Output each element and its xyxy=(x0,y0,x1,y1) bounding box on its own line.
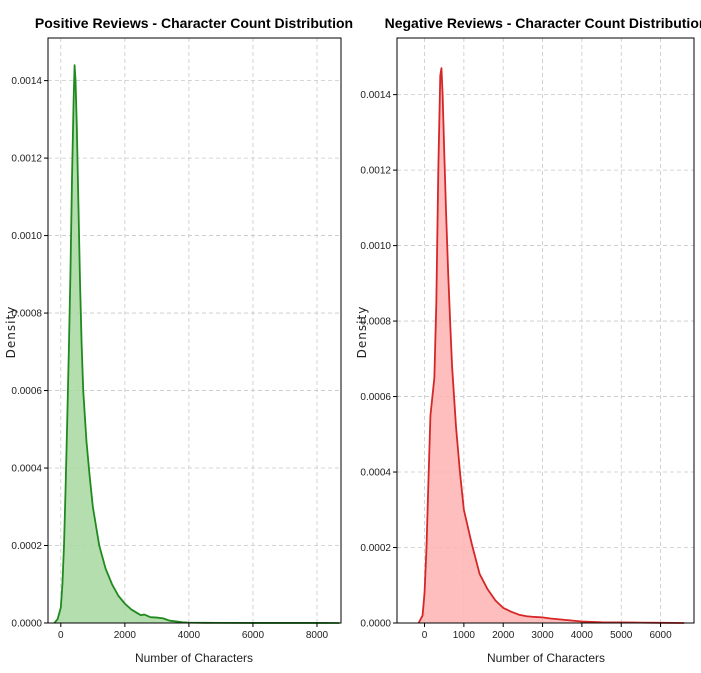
y-tick-label: 0.0000 xyxy=(11,619,42,630)
x-tick-label: 6000 xyxy=(649,630,672,641)
y-tick-label: 0.0002 xyxy=(360,543,391,554)
chart-title: Negative Reviews - Character Count Distr… xyxy=(385,15,701,31)
x-tick-label: 6000 xyxy=(242,630,265,641)
x-axis-label: Number of Characters xyxy=(135,651,253,665)
y-axis-label: Density xyxy=(355,306,369,359)
x-tick-label: 2000 xyxy=(492,630,515,641)
y-tick-label: 0.0010 xyxy=(11,231,42,242)
y-tick-label: 0.0014 xyxy=(360,90,391,101)
positive-reviews-chart: Positive Reviews - Character Count Distr… xyxy=(4,15,353,665)
density-area xyxy=(418,68,685,623)
series-layer xyxy=(417,67,685,624)
density-area xyxy=(54,65,340,624)
y-tick-label: 0.0004 xyxy=(11,464,42,475)
y-tick-label: 0.0000 xyxy=(360,619,391,630)
y-tick-label: 0.0008 xyxy=(11,309,42,320)
y-tick-label: 0.0012 xyxy=(360,166,391,177)
y-tick-label: 0.0004 xyxy=(360,468,391,479)
x-tick-label: 2000 xyxy=(114,630,137,641)
x-tick-label: 0 xyxy=(422,630,428,641)
axes: 0 1000 2000 3000 4000 5000 6000 0.0000 0.0002 0.0… xyxy=(360,37,695,641)
y-tick-label: 0.0002 xyxy=(11,541,42,552)
x-tick-label: 8000 xyxy=(306,630,329,641)
x-axis-label: Number of Characters xyxy=(487,651,605,665)
y-tick-label: 0.0008 xyxy=(360,317,391,328)
chart-title: Positive Reviews - Character Count Distr… xyxy=(35,15,353,31)
x-tick-label: 3000 xyxy=(531,630,554,641)
y-tick-label: 0.0006 xyxy=(11,386,42,397)
x-tick-label: 0 xyxy=(58,630,64,641)
y-axis-label: Density xyxy=(4,306,18,359)
x-tick-label: 1000 xyxy=(453,630,476,641)
x-tick-label: 4000 xyxy=(571,630,594,641)
y-tick-label: 0.0006 xyxy=(360,392,391,403)
negative-reviews-chart: Negative Reviews - Character Count Distr… xyxy=(355,15,701,665)
plot-frame xyxy=(396,37,695,624)
y-tick-label: 0.0014 xyxy=(11,76,42,87)
y-tick-label: 0.0010 xyxy=(360,241,391,252)
series-layer xyxy=(53,64,340,624)
x-tick-label: 5000 xyxy=(610,630,633,641)
x-tick-label: 4000 xyxy=(178,630,201,641)
plot-frame xyxy=(47,37,342,624)
density-line xyxy=(53,64,340,624)
axes: 0 2000 4000 6000 8000 0.0000 0.0002 0.0004 0.000… xyxy=(11,37,342,641)
y-tick-label: 0.0012 xyxy=(11,154,42,165)
density-line xyxy=(417,67,685,624)
